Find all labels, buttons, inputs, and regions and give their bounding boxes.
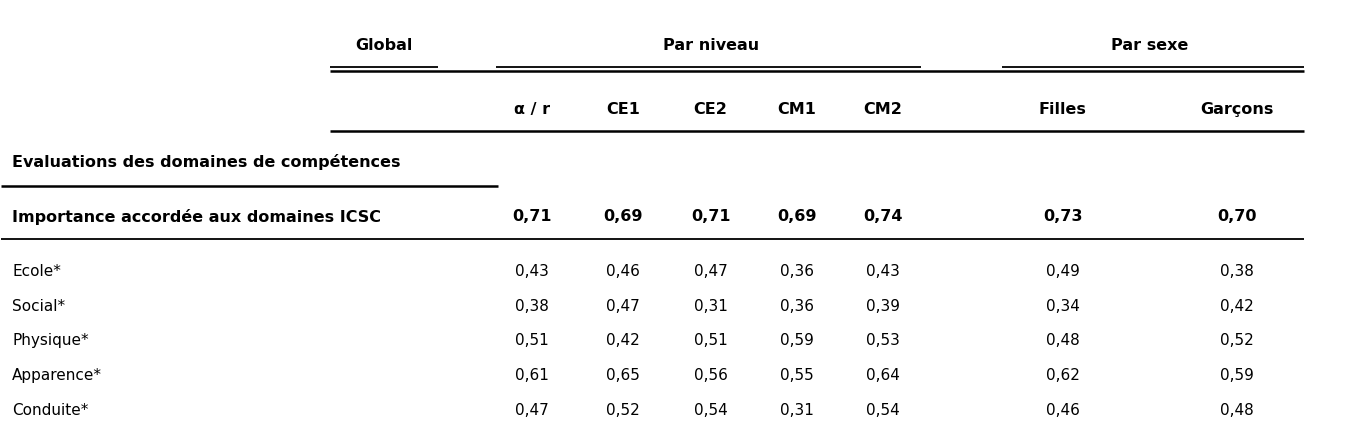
Text: 0,54: 0,54: [865, 402, 899, 418]
Text: CE2: CE2: [693, 102, 728, 116]
Text: 0,51: 0,51: [693, 333, 727, 348]
Text: Importance accordée aux domaines ICSC: Importance accordée aux domaines ICSC: [12, 209, 381, 225]
Text: 0,48: 0,48: [1221, 402, 1254, 418]
Text: 0,69: 0,69: [603, 209, 643, 224]
Text: 0,70: 0,70: [1217, 209, 1257, 224]
Text: CM2: CM2: [863, 102, 902, 116]
Text: 0,47: 0,47: [693, 264, 727, 279]
Text: 0,52: 0,52: [1221, 333, 1254, 348]
Text: 0,46: 0,46: [606, 264, 641, 279]
Text: 0,71: 0,71: [690, 209, 731, 224]
Text: 0,36: 0,36: [779, 299, 813, 314]
Text: Conduite*: Conduite*: [12, 402, 89, 418]
Text: 0,52: 0,52: [607, 402, 641, 418]
Text: 0,73: 0,73: [1043, 209, 1082, 224]
Text: 0,42: 0,42: [1221, 299, 1254, 314]
Text: 0,53: 0,53: [865, 333, 899, 348]
Text: 0,56: 0,56: [693, 368, 728, 383]
Text: 0,61: 0,61: [516, 368, 549, 383]
Text: Global: Global: [355, 38, 413, 53]
Text: 0,42: 0,42: [607, 333, 641, 348]
Text: 0,69: 0,69: [777, 209, 816, 224]
Text: 0,55: 0,55: [779, 368, 813, 383]
Text: 0,49: 0,49: [1046, 264, 1079, 279]
Text: 0,31: 0,31: [693, 299, 728, 314]
Text: 0,48: 0,48: [1046, 333, 1079, 348]
Text: 0,46: 0,46: [1046, 402, 1079, 418]
Text: 0,74: 0,74: [863, 209, 902, 224]
Text: 0,38: 0,38: [1221, 264, 1254, 279]
Text: Ecole*: Ecole*: [12, 264, 61, 279]
Text: 0,54: 0,54: [693, 402, 727, 418]
Text: 0,71: 0,71: [513, 209, 552, 224]
Text: 0,64: 0,64: [865, 368, 899, 383]
Text: 0,51: 0,51: [516, 333, 549, 348]
Text: Apparence*: Apparence*: [12, 368, 102, 383]
Text: 0,59: 0,59: [1221, 368, 1254, 383]
Text: 0,47: 0,47: [607, 299, 641, 314]
Text: α / r: α / r: [514, 102, 551, 116]
Text: Filles: Filles: [1039, 102, 1086, 116]
Text: 0,36: 0,36: [779, 264, 813, 279]
Text: Evaluations des domaines de compétences: Evaluations des domaines de compétences: [12, 154, 401, 170]
Text: Par niveau: Par niveau: [662, 38, 759, 53]
Text: CE1: CE1: [606, 102, 641, 116]
Text: 0,31: 0,31: [779, 402, 813, 418]
Text: 0,38: 0,38: [516, 299, 549, 314]
Text: Social*: Social*: [12, 299, 65, 314]
Text: 0,43: 0,43: [516, 264, 549, 279]
Text: 0,47: 0,47: [516, 402, 549, 418]
Text: Par sexe: Par sexe: [1112, 38, 1189, 53]
Text: 0,39: 0,39: [865, 299, 899, 314]
Text: 0,34: 0,34: [1046, 299, 1079, 314]
Text: Garçons: Garçons: [1201, 102, 1273, 116]
Text: CM1: CM1: [777, 102, 816, 116]
Text: 0,62: 0,62: [1046, 368, 1079, 383]
Text: 0,65: 0,65: [606, 368, 641, 383]
Text: 0,43: 0,43: [865, 264, 899, 279]
Text: Physique*: Physique*: [12, 333, 89, 348]
Text: 0,59: 0,59: [779, 333, 813, 348]
